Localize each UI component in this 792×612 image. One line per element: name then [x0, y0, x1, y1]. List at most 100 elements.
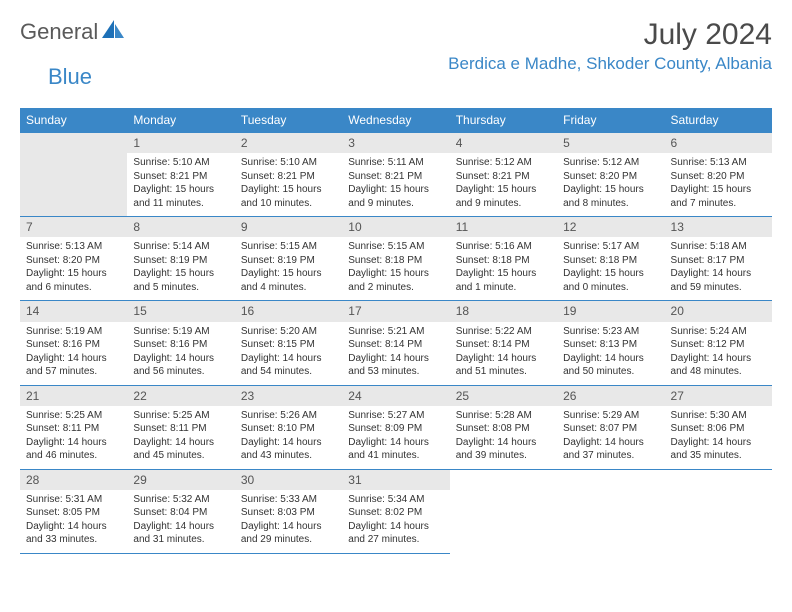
day-details: Sunrise: 5:17 AMSunset: 8:18 PMDaylight:… — [563, 240, 658, 294]
week-row: 28 Sunrise: 5:31 AMSunset: 8:05 PMDayligh… — [20, 469, 772, 553]
day-details: Sunrise: 5:21 AMSunset: 8:14 PMDaylight:… — [348, 325, 443, 379]
day-number: 4 — [450, 133, 557, 153]
day-cell: 20Sunrise: 5:24 AMSunset: 8:12 PMDayligh… — [665, 301, 772, 385]
day-number: 6 — [665, 133, 772, 153]
day-number: 20 — [665, 301, 772, 321]
day-number: 10 — [342, 217, 449, 237]
day-cell: 10 Sunrise: 5:15 AMSunset: 8:18 PMDayligh… — [342, 217, 449, 301]
col-wednesday: Wednesday — [342, 108, 449, 133]
day-cell: 26 Sunrise: 5:29 AMSunset: 8:07 PMDayligh… — [557, 385, 664, 469]
day-cell: 19 Sunrise: 5:23 AMSunset: 8:13 PMDayligh… — [557, 301, 664, 385]
day-number: 17 — [342, 301, 449, 321]
day-details: Sunrise: 5:11 AMSunset: 8:21 PMDaylight:… — [348, 156, 443, 210]
day-cell: 8 Sunrise: 5:14 AMSunset: 8:19 PMDaylight… — [127, 217, 234, 301]
day-details: Sunrise: 5:34 AMSunset: 8:02 PMDaylight:… — [348, 493, 443, 547]
day-details: Sunrise: 5:22 AMSunset: 8:14 PMDaylight:… — [456, 325, 551, 379]
calendar-table: Sunday Monday Tuesday Wednesday Thursday… — [20, 108, 772, 554]
day-number: 19 — [557, 301, 664, 321]
month-title: July 2024 — [448, 18, 772, 52]
day-cell: 15 Sunrise: 5:19 AMSunset: 8:16 PMDayligh… — [127, 301, 234, 385]
day-cell: 5 Sunrise: 5:12 AMSunset: 8:20 PMDaylight… — [557, 133, 664, 217]
week-row: 7Sunrise: 5:13 AMSunset: 8:20 PMDaylight… — [20, 217, 772, 301]
day-number: 22 — [127, 386, 234, 406]
day-number: 25 — [450, 386, 557, 406]
day-cell: 31 Sunrise: 5:34 AMSunset: 8:02 PMDayligh… — [342, 469, 449, 553]
day-cell: 3 Sunrise: 5:11 AMSunset: 8:21 PMDaylight… — [342, 133, 449, 217]
day-cell: 18 Sunrise: 5:22 AMSunset: 8:14 PMDayligh… — [450, 301, 557, 385]
col-saturday: Saturday — [665, 108, 772, 133]
day-cell: 14 Sunrise: 5:19 AMSunset: 8:16 PMDayligh… — [20, 301, 127, 385]
day-number: 28 — [20, 470, 127, 490]
day-details: Sunrise: 5:19 AMSunset: 8:16 PMDaylight:… — [26, 325, 121, 379]
day-number: 9 — [235, 217, 342, 237]
day-cell: 6 Sunrise: 5:13 AMSunset: 8:20 PMDaylight… — [665, 133, 772, 217]
day-cell: 16 Sunrise: 5:20 AMSunset: 8:15 PMDayligh… — [235, 301, 342, 385]
day-cell: 22 Sunrise: 5:25 AMSunset: 8:11 PMDayligh… — [127, 385, 234, 469]
day-details: Sunrise: 5:12 AMSunset: 8:21 PMDaylight:… — [456, 156, 551, 210]
day-number: 18 — [450, 301, 557, 321]
day-number: 11 — [450, 217, 557, 237]
day-details: Sunrise: 5:15 AMSunset: 8:19 PMDaylight:… — [241, 240, 336, 294]
day-number: 26 — [557, 386, 664, 406]
day-details: Sunrise: 5:31 AMSunset: 8:05 PMDaylight:… — [26, 493, 121, 547]
day-details: Sunrise: 5:30 AMSunset: 8:06 PMDaylight:… — [671, 409, 766, 463]
day-cell: 27 Sunrise: 5:30 AMSunset: 8:06 PMDayligh… — [665, 385, 772, 469]
day-number: 21 — [20, 386, 127, 406]
day-details: Sunrise: 5:14 AMSunset: 8:19 PMDaylight:… — [133, 240, 228, 294]
day-cell — [557, 469, 664, 553]
day-cell: 12 Sunrise: 5:17 AMSunset: 8:18 PMDayligh… — [557, 217, 664, 301]
day-number: 1 — [127, 133, 234, 153]
col-tuesday: Tuesday — [235, 108, 342, 133]
day-details: Sunrise: 5:16 AMSunset: 8:18 PMDaylight:… — [456, 240, 551, 294]
day-details: Sunrise: 5:25 AMSunset: 8:11 PMDaylight:… — [133, 409, 228, 463]
day-cell: 28 Sunrise: 5:31 AMSunset: 8:05 PMDayligh… — [20, 469, 127, 553]
day-number: 15 — [127, 301, 234, 321]
day-number: 5 — [557, 133, 664, 153]
day-number: 14 — [20, 301, 127, 321]
day-number: 12 — [557, 217, 664, 237]
day-cell — [20, 133, 127, 217]
day-details: Sunrise: 5:10 AMSunset: 8:21 PMDaylight:… — [241, 156, 336, 210]
week-row: 21 Sunrise: 5:25 AMSunset: 8:11 PMDayligh… — [20, 385, 772, 469]
day-cell: 7Sunrise: 5:13 AMSunset: 8:20 PMDaylight… — [20, 217, 127, 301]
day-cell: 30 Sunrise: 5:33 AMSunset: 8:03 PMDayligh… — [235, 469, 342, 553]
day-details: Sunrise: 5:23 AMSunset: 8:13 PMDaylight:… — [563, 325, 658, 379]
day-details: Sunrise: 5:32 AMSunset: 8:04 PMDaylight:… — [133, 493, 228, 547]
day-details: Sunrise: 5:19 AMSunset: 8:16 PMDaylight:… — [133, 325, 228, 379]
day-details: Sunrise: 5:29 AMSunset: 8:07 PMDaylight:… — [563, 409, 658, 463]
day-details: Sunrise: 5:20 AMSunset: 8:15 PMDaylight:… — [241, 325, 336, 379]
day-number: 23 — [235, 386, 342, 406]
logo-text-general: General — [20, 19, 98, 45]
day-cell: 25Sunrise: 5:28 AMSunset: 8:08 PMDayligh… — [450, 385, 557, 469]
day-number: 8 — [127, 217, 234, 237]
day-number: 13 — [665, 217, 772, 237]
col-monday: Monday — [127, 108, 234, 133]
day-number: 27 — [665, 386, 772, 406]
week-row: 14 Sunrise: 5:19 AMSunset: 8:16 PMDayligh… — [20, 301, 772, 385]
day-details: Sunrise: 5:12 AMSunset: 8:20 PMDaylight:… — [563, 156, 658, 210]
day-number: 16 — [235, 301, 342, 321]
col-thursday: Thursday — [450, 108, 557, 133]
col-friday: Friday — [557, 108, 664, 133]
day-number: 29 — [127, 470, 234, 490]
day-details: Sunrise: 5:26 AMSunset: 8:10 PMDaylight:… — [241, 409, 336, 463]
day-cell: 11 Sunrise: 5:16 AMSunset: 8:18 PMDayligh… — [450, 217, 557, 301]
day-number: 3 — [342, 133, 449, 153]
day-details: Sunrise: 5:15 AMSunset: 8:18 PMDaylight:… — [348, 240, 443, 294]
day-details: Sunrise: 5:33 AMSunset: 8:03 PMDaylight:… — [241, 493, 336, 547]
day-number: 2 — [235, 133, 342, 153]
day-details: Sunrise: 5:13 AMSunset: 8:20 PMDaylight:… — [671, 156, 766, 210]
day-cell: 23 Sunrise: 5:26 AMSunset: 8:10 PMDayligh… — [235, 385, 342, 469]
day-cell: 29 Sunrise: 5:32 AMSunset: 8:04 PMDayligh… — [127, 469, 234, 553]
day-details: Sunrise: 5:10 AMSunset: 8:21 PMDaylight:… — [133, 156, 228, 210]
day-number: 30 — [235, 470, 342, 490]
day-cell: 9 Sunrise: 5:15 AMSunset: 8:19 PMDaylight… — [235, 217, 342, 301]
day-number: 31 — [342, 470, 449, 490]
day-cell — [665, 469, 772, 553]
day-cell: 4 Sunrise: 5:12 AMSunset: 8:21 PMDaylight… — [450, 133, 557, 217]
day-details: Sunrise: 5:18 AMSunset: 8:17 PMDaylight:… — [671, 240, 766, 294]
day-details: Sunrise: 5:27 AMSunset: 8:09 PMDaylight:… — [348, 409, 443, 463]
header-row: Sunday Monday Tuesday Wednesday Thursday… — [20, 108, 772, 133]
day-cell: 13 Sunrise: 5:18 AMSunset: 8:17 PMDayligh… — [665, 217, 772, 301]
logo-text-blue: Blue — [48, 64, 792, 90]
